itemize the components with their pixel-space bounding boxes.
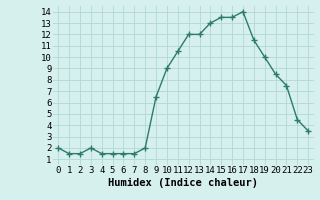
X-axis label: Humidex (Indice chaleur): Humidex (Indice chaleur): [108, 178, 258, 188]
